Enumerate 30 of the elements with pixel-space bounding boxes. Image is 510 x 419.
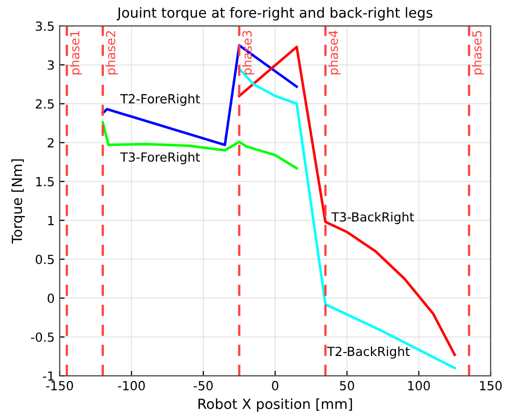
y-tick-label: 0 bbox=[48, 294, 54, 304]
ref-line-label: phase3 bbox=[242, 30, 254, 74]
x-axis-title: Robot X position [mm] bbox=[198, 398, 352, 412]
x-tick-label: 50 bbox=[340, 380, 354, 390]
y-tick-label: -1 bbox=[42, 371, 54, 381]
x-tick-label: 100 bbox=[408, 380, 430, 390]
x-tick-label: 150 bbox=[480, 380, 502, 390]
series-label: T2-BackRight bbox=[327, 346, 410, 359]
ref-line-label: phase1 bbox=[70, 31, 82, 74]
ref-line-label: phase5 bbox=[472, 30, 484, 74]
y-tick-label: -0.5 bbox=[31, 332, 54, 342]
y-tick-label: 2.5 bbox=[36, 99, 54, 109]
chart-title: Jouint torque at fore-right and back-right legs bbox=[116, 7, 432, 21]
x-tick-label: -150 bbox=[46, 380, 74, 390]
y-axis-title: Torque [Nm] bbox=[11, 159, 25, 244]
series-label: T3-BackRight bbox=[331, 212, 414, 224]
y-tick-label: 2 bbox=[48, 138, 54, 148]
y-tick-label: 1 bbox=[48, 216, 54, 226]
ref-line-label: phase4 bbox=[328, 30, 340, 74]
y-tick-label: 0.5 bbox=[36, 254, 54, 264]
x-tick-label: 0 bbox=[272, 380, 278, 390]
y-tick-label: 3 bbox=[48, 60, 54, 70]
ref-line-label: phase2 bbox=[106, 31, 118, 74]
series-label: T3-ForeRight bbox=[120, 152, 200, 164]
y-tick-label: 3.5 bbox=[36, 21, 54, 31]
series-label: T2-ForeRight bbox=[120, 94, 200, 106]
y-tick-label: 1.5 bbox=[36, 177, 54, 186]
x-tick-label: -50 bbox=[194, 380, 213, 390]
x-tick-label: -100 bbox=[118, 380, 145, 390]
line-series bbox=[102, 121, 298, 170]
